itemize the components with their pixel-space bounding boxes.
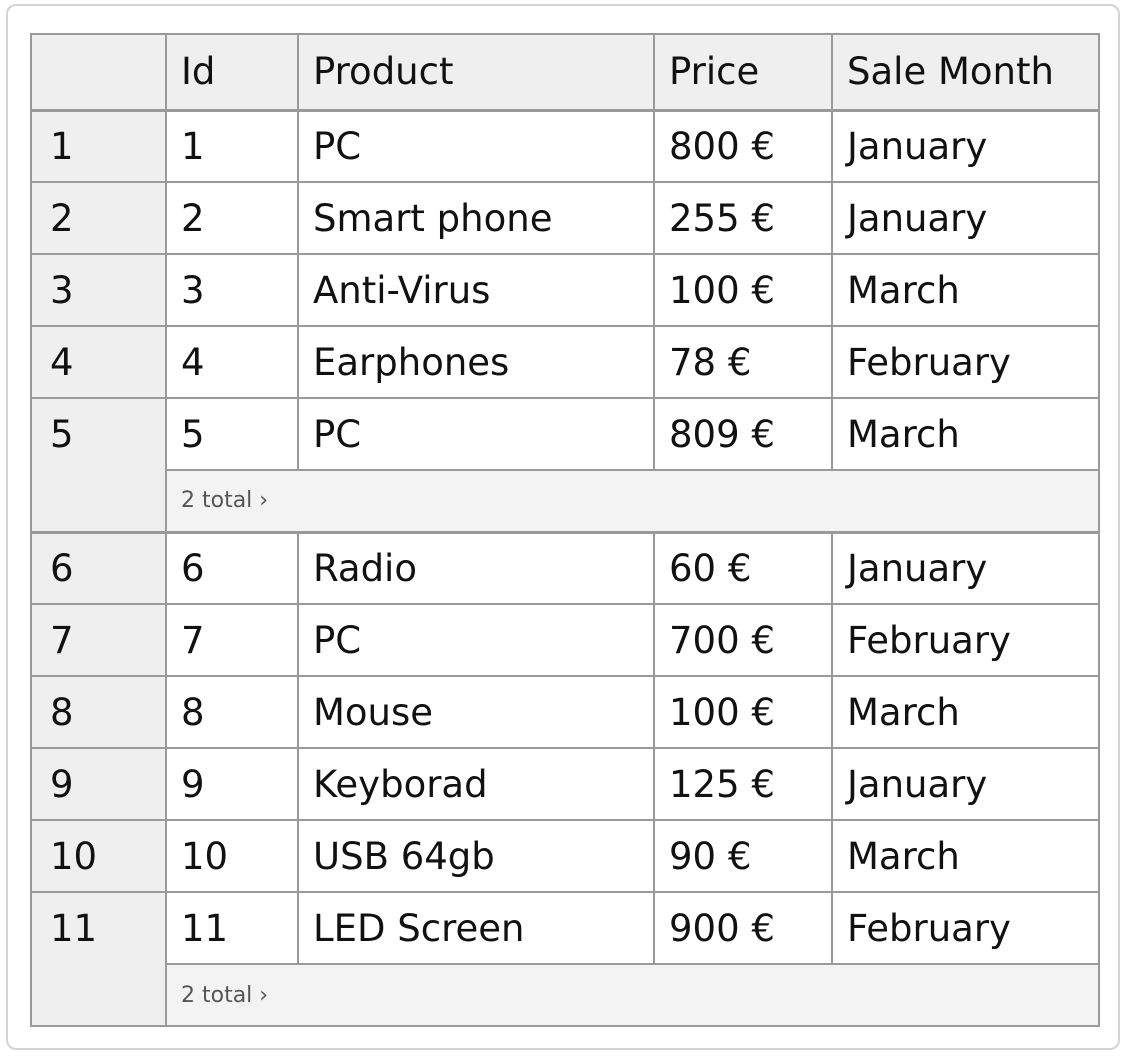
table-row[interactable]: 4 4 Earphones 78 € February (30, 325, 1100, 399)
cell-product: Radio (297, 530, 655, 605)
group-total-row: 2 total › (31, 963, 1100, 1027)
group-total-row: 2 total › (31, 469, 1100, 533)
cell-sale-month: January (831, 747, 1100, 821)
cell-price: 700 € (653, 603, 833, 677)
table-row[interactable]: 1 1 PC 800 € January (30, 109, 1100, 183)
table-row[interactable]: 2 2 Smart phone 255 € January (30, 181, 1100, 255)
table-row[interactable]: 9 9 Keyborad 125 € January (30, 747, 1100, 821)
table-row[interactable]: 3 3 Anti-Virus 100 € March (30, 253, 1100, 327)
cell-product: Anti-Virus (297, 253, 655, 327)
cell-sale-month: March (831, 675, 1100, 749)
cell-sale-month: March (831, 819, 1100, 893)
data-grid: Id Product Price Sale Month 1 1 PC 800 € Jan… (30, 33, 1100, 1027)
row-number: 6 (30, 530, 167, 605)
column-header-product[interactable]: Product (297, 33, 655, 112)
cell-price: 78 € (653, 325, 833, 399)
cell-price: 100 € (653, 675, 833, 749)
cell-product: PC (297, 109, 655, 183)
table-row[interactable]: 11 11 LED Screen 900 € February (30, 891, 1100, 1027)
column-header-price[interactable]: Price (653, 33, 833, 112)
cell-id: 9 (165, 747, 299, 821)
cell-id: 8 (165, 675, 299, 749)
cell-product: Mouse (297, 675, 655, 749)
column-header-sale-month[interactable]: Sale Month (831, 33, 1100, 112)
table-row[interactable]: 5 5 PC 809 € March (30, 397, 1100, 533)
row-number: 9 (30, 747, 167, 821)
cell-price: 809 € (653, 397, 833, 471)
cell-id: 6 (165, 530, 299, 605)
cell-price: 900 € (653, 891, 833, 965)
cell-sale-month: January (831, 181, 1100, 255)
cell-product: Smart phone (297, 181, 655, 255)
cell-id: 10 (165, 819, 299, 893)
cell-sale-month: March (831, 397, 1100, 471)
corner-cell (30, 33, 167, 112)
cell-sale-month: January (831, 530, 1100, 605)
cell-price: 800 € (653, 109, 833, 183)
cell-sale-month: March (831, 253, 1100, 327)
cell-id: 4 (165, 325, 299, 399)
cell-id: 11 (165, 891, 299, 965)
group-total-cell: 2 total › (165, 469, 1100, 533)
cell-price: 255 € (653, 181, 833, 255)
column-header-id[interactable]: Id (165, 33, 299, 112)
cell-price: 90 € (653, 819, 833, 893)
cell-product: USB 64gb (297, 819, 655, 893)
table-row[interactable]: 10 10 USB 64gb 90 € March (30, 819, 1100, 893)
cell-product: Earphones (297, 325, 655, 399)
cell-id: 5 (165, 397, 299, 471)
row-number: 5 (30, 397, 167, 533)
cell-sale-month: February (831, 325, 1100, 399)
cell-price: 60 € (653, 530, 833, 605)
row-number: 3 (30, 253, 167, 327)
row-number: 11 (30, 891, 167, 1027)
cell-id: 3 (165, 253, 299, 327)
row-number: 7 (30, 603, 167, 677)
cell-product: PC (297, 397, 655, 471)
cell-price: 100 € (653, 253, 833, 327)
group-total-link[interactable]: 2 total › (181, 488, 269, 514)
cell-sale-month: January (831, 109, 1100, 183)
table-row[interactable]: 7 7 PC 700 € February (30, 603, 1100, 677)
cell-sale-month: February (831, 603, 1100, 677)
cell-id: 1 (165, 109, 299, 183)
row-number: 10 (30, 819, 167, 893)
row-number: 4 (30, 325, 167, 399)
row-number: 2 (30, 181, 167, 255)
header-row: Id Product Price Sale Month (30, 33, 1100, 112)
cell-id: 7 (165, 603, 299, 677)
cell-price: 125 € (653, 747, 833, 821)
cell-sale-month: February (831, 891, 1100, 965)
table-row[interactable]: 6 6 Radio 60 € January (30, 530, 1100, 605)
group-total-cell: 2 total › (165, 963, 1100, 1027)
cell-product: PC (297, 603, 655, 677)
cell-product: LED Screen (297, 891, 655, 965)
cell-id: 2 (165, 181, 299, 255)
cell-product: Keyborad (297, 747, 655, 821)
table-row[interactable]: 8 8 Mouse 100 € March (30, 675, 1100, 749)
row-number: 8 (30, 675, 167, 749)
group-total-link[interactable]: 2 total › (181, 982, 269, 1008)
row-number: 1 (30, 109, 167, 183)
